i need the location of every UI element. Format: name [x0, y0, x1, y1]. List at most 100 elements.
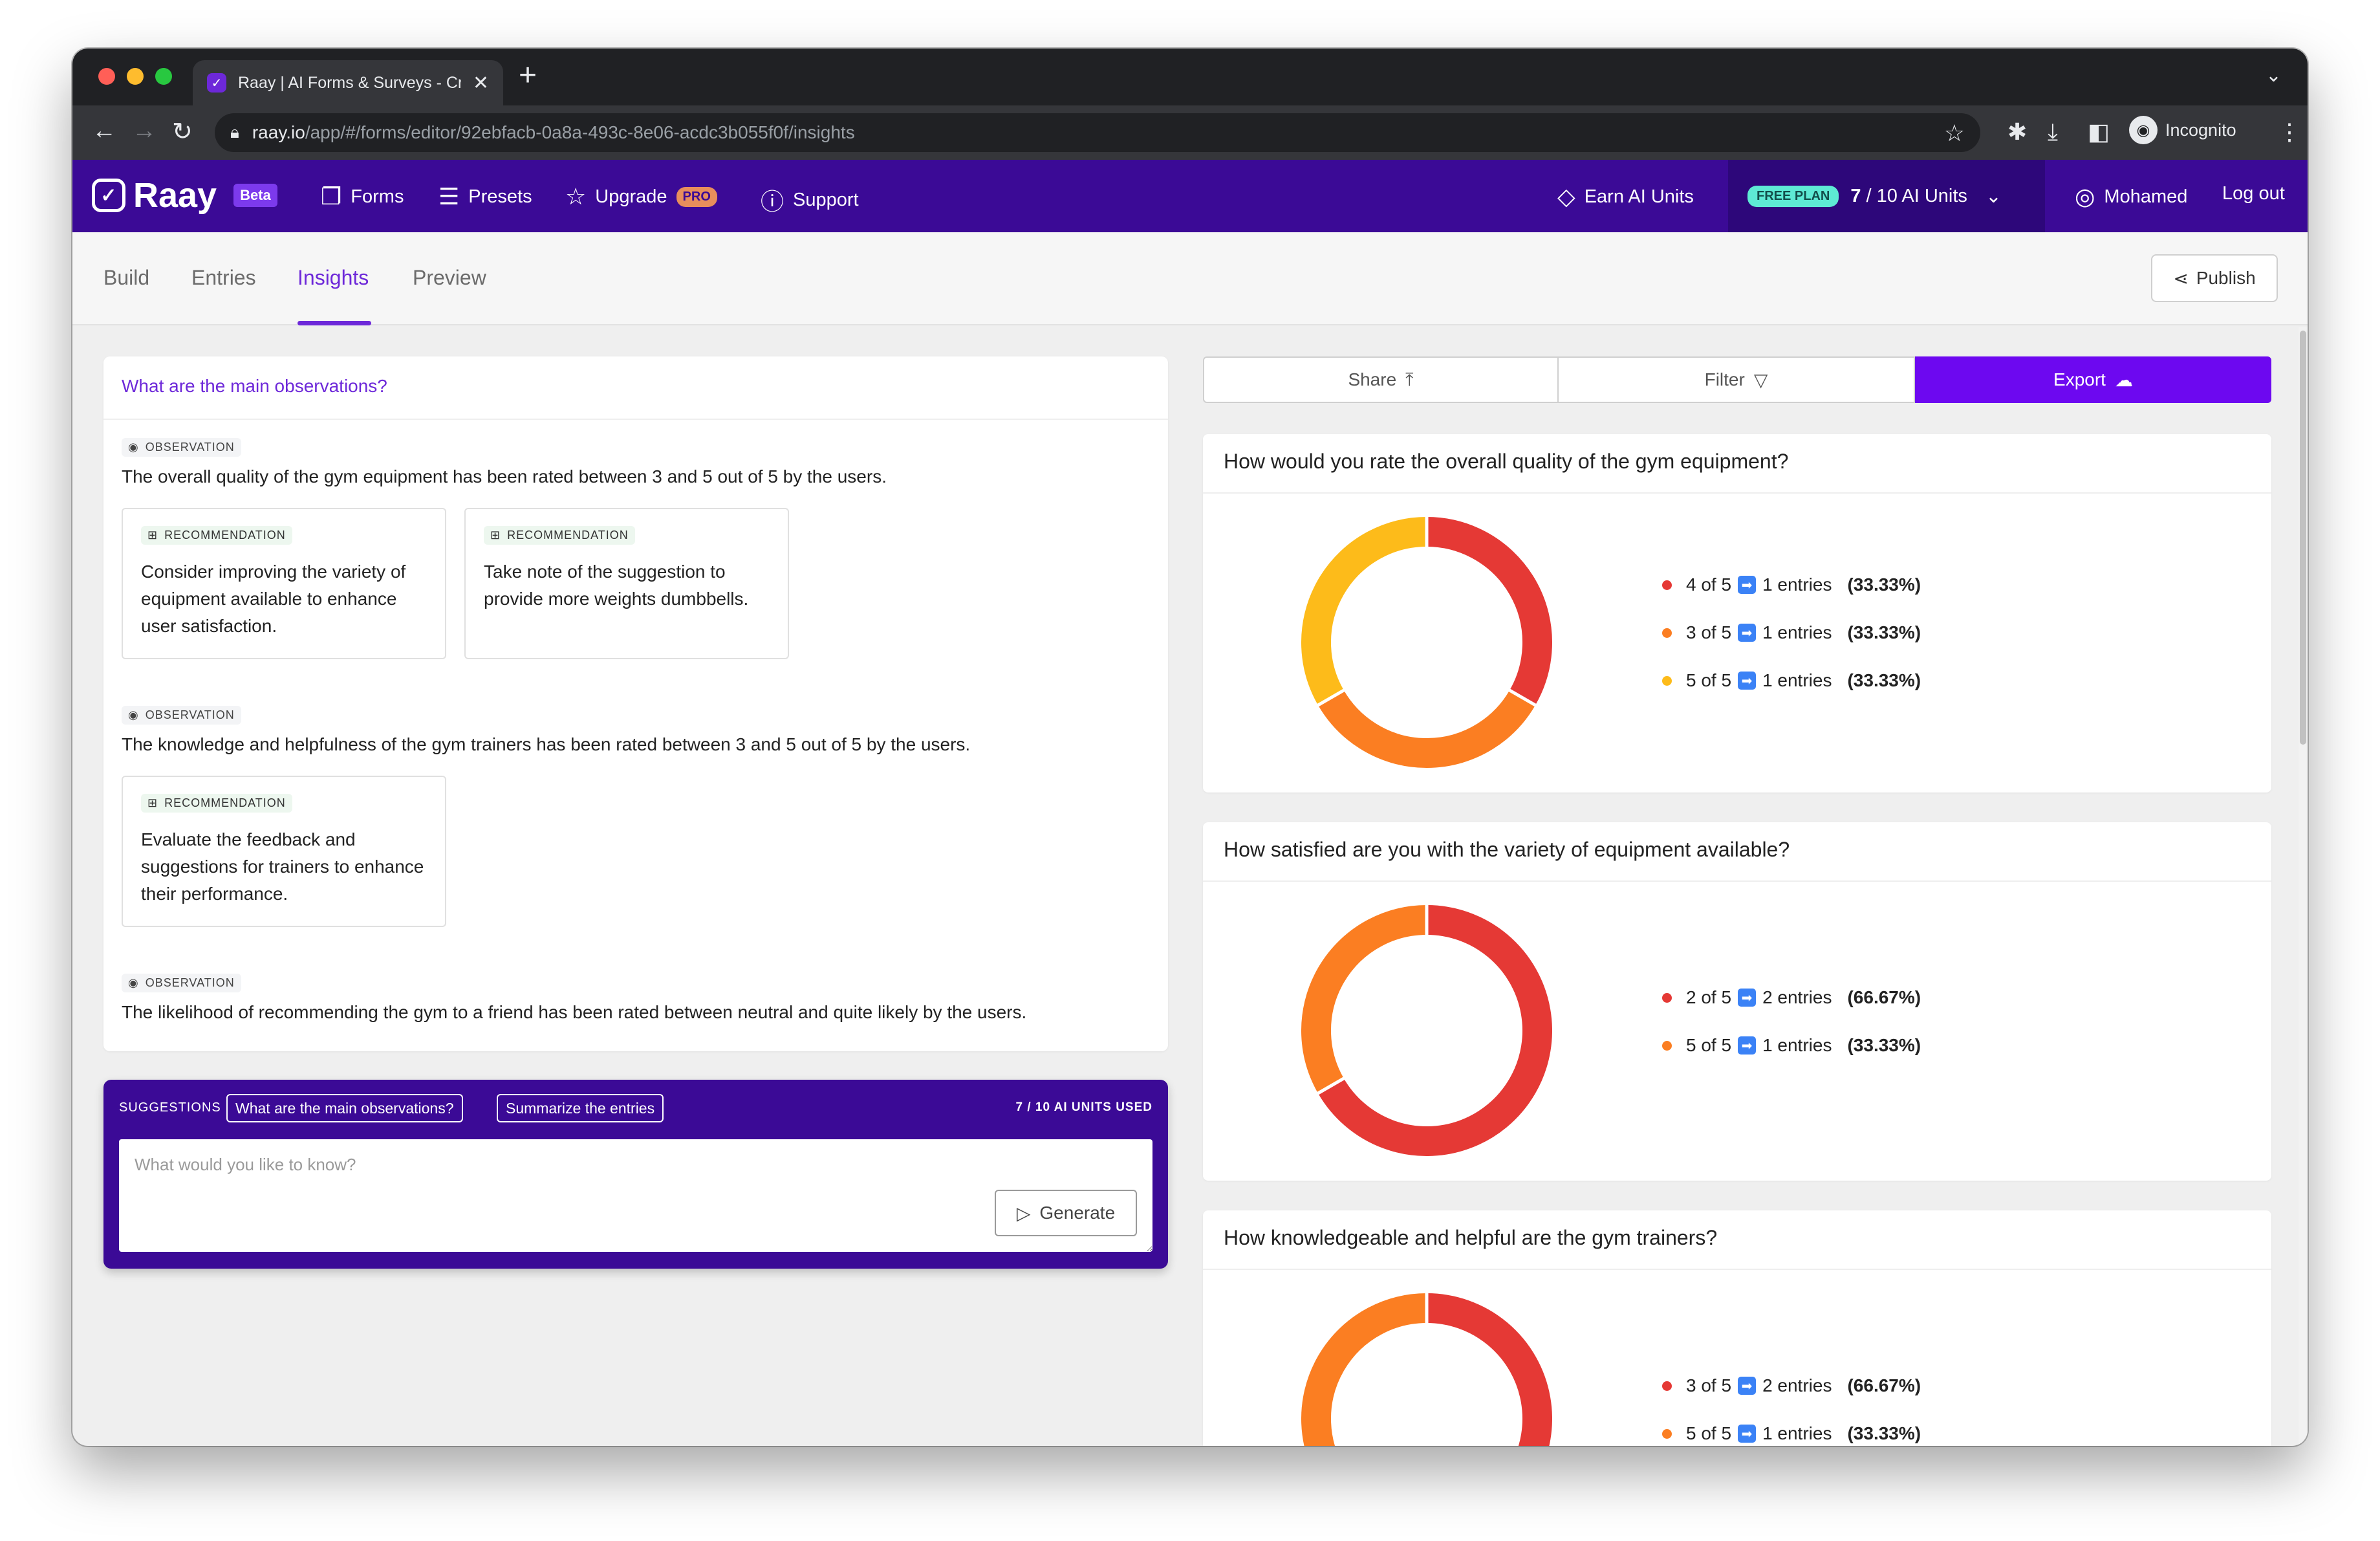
upload-icon: ⤒: [1405, 369, 1414, 389]
legend-label: 5 of 5: [1686, 1423, 1732, 1443]
tab-build[interactable]: Build: [103, 266, 150, 289]
back-icon[interactable]: ←: [92, 117, 116, 144]
publish-button[interactable]: ⋖ Publish: [2151, 254, 2278, 302]
legend-entries: 1 entries: [1762, 1423, 1832, 1443]
tab-close-icon[interactable]: ✕: [472, 72, 489, 94]
url-text: raay.io/app/#/forms/editor/92ebfacb-0a8a…: [252, 122, 855, 142]
nav-support-label: Support: [793, 189, 859, 210]
user-name: Mohamed: [2104, 186, 2188, 207]
donut-slice[interactable]: [1301, 905, 1427, 1093]
slice-separator: [1508, 688, 1537, 708]
observation-tag: ◉ OBSERVATION: [122, 706, 241, 725]
recommendation-card: ⊞ RECOMMENDATION Take note of the suggest…: [464, 508, 789, 659]
nav-forms[interactable]: ❐ Forms: [321, 183, 404, 210]
chevron-down-icon: ⌄: [1985, 185, 2002, 207]
recommendation-text: Consider improving the variety of equipm…: [141, 562, 406, 636]
right-arrow-icon: ➡: [1738, 1036, 1757, 1055]
reload-icon[interactable]: ↻: [172, 118, 193, 146]
nav-upgrade[interactable]: ☆ Upgrade PRO: [565, 183, 717, 210]
new-tab-icon[interactable]: +: [519, 58, 537, 93]
legend-entries: 1 entries: [1762, 1035, 1832, 1055]
legend-label: 3 of 5: [1686, 1375, 1732, 1395]
chart-question: How knowledgeable and helpful are the gy…: [1224, 1226, 1718, 1249]
forms-icon: ❐: [321, 183, 342, 210]
presets-icon: ☰: [438, 183, 460, 210]
tab-insights[interactable]: Insights: [298, 266, 369, 289]
share-button[interactable]: Share ⤒: [1203, 356, 1559, 403]
right-arrow-icon: ➡: [1738, 1377, 1757, 1395]
legend-item: 3 of 5 ➡ 2 entries (66.67%): [1662, 1362, 1921, 1410]
ai-units-counter: 7 / 10 AI Units: [1850, 185, 1967, 206]
nav-support[interactable]: ⓘ Support: [761, 183, 859, 217]
eye-icon: ◉: [128, 976, 139, 989]
legend-dot: [1662, 675, 1672, 686]
browser-menu-icon[interactable]: ⋮: [2278, 118, 2301, 145]
nav-presets[interactable]: ☰ Presets: [438, 183, 532, 210]
app-header: ✓ Raay Beta ❐ Forms ☰ Presets ☆ Upgrade …: [72, 160, 2308, 232]
donut-chart: [1301, 517, 1552, 768]
suggestion-chip[interactable]: What are the main observations?: [226, 1094, 463, 1122]
legend-entries: 2 entries: [1762, 987, 1832, 1007]
filter-label: Filter: [1704, 369, 1745, 389]
tab-preview[interactable]: Preview: [413, 266, 486, 289]
chart-card: How satisfied are you with the variety o…: [1203, 822, 2271, 1181]
address-bar[interactable]: 🔒︎ raay.io/app/#/forms/editor/92ebfacb-0…: [215, 113, 1980, 152]
download-icon[interactable]: ⤓: [2048, 118, 2058, 145]
export-label: Export: [2053, 369, 2106, 389]
export-button[interactable]: Export ☁: [1915, 356, 2271, 403]
extensions-icon[interactable]: ✱: [2007, 118, 2028, 145]
donut-slice[interactable]: [1426, 517, 1552, 705]
legend-item: 4 of 5 ➡ 1 entries (33.33%): [1662, 561, 1921, 609]
donut-slice[interactable]: [1331, 1293, 1552, 1446]
incognito-icon: ◉: [2129, 116, 2158, 144]
active-tab-indicator: [298, 321, 371, 325]
chart-card: How would you rate the overall quality o…: [1203, 434, 2271, 792]
donut-slice[interactable]: [1301, 1293, 1427, 1446]
generate-button[interactable]: ▷ Generate: [995, 1190, 1137, 1236]
minimize-window-button[interactable]: [127, 68, 144, 85]
user-menu[interactable]: ◎ Mohamed: [2075, 183, 2187, 210]
ask-input[interactable]: [119, 1139, 1152, 1252]
observation-tag: ◉ OBSERVATION: [122, 438, 241, 457]
eye-icon: ◉: [128, 441, 139, 454]
star-icon: ☆: [565, 183, 587, 210]
tab-search-chevron-icon[interactable]: ⌄: [2265, 65, 2282, 86]
raay-logo[interactable]: ✓ Raay Beta: [92, 175, 277, 215]
tab-entries[interactable]: Entries: [191, 266, 256, 289]
filter-button[interactable]: Filter ▽: [1559, 356, 1915, 403]
forward-icon[interactable]: →: [132, 117, 157, 144]
plan-dropdown[interactable]: FREE PLAN 7 / 10 AI Units ⌄: [1728, 160, 2045, 232]
help-icon: ⓘ: [761, 188, 784, 215]
chart-card: How knowledgeable and helpful are the gy…: [1203, 1210, 2271, 1446]
observations-card: What are the main observations? ◉ OBSERV…: [103, 356, 1168, 1051]
suggestion-chip[interactable]: Summarize the entries: [497, 1094, 664, 1122]
page-scrollbar-thumb[interactable]: [2300, 331, 2306, 745]
legend-dot: [1662, 628, 1672, 638]
legend-entries: 2 entries: [1762, 1375, 1832, 1395]
chart-question: How satisfied are you with the variety o…: [1224, 838, 1790, 861]
legend-entries: 1 entries: [1762, 670, 1832, 690]
donut-slice[interactable]: [1318, 690, 1535, 768]
generate-label: Generate: [1039, 1203, 1116, 1223]
lock-icon: 🔒︎: [230, 122, 239, 142]
chart-question: How would you rate the overall quality o…: [1224, 450, 1789, 473]
right-arrow-icon: ➡: [1738, 624, 1757, 642]
incognito-indicator[interactable]: ◉ Incognito: [2129, 116, 2236, 144]
bookmark-star-icon[interactable]: ☆: [1943, 120, 1965, 146]
slice-separator: [1316, 688, 1346, 708]
plus-square-icon: ⊞: [490, 529, 501, 541]
maximize-window-button[interactable]: [155, 68, 172, 85]
right-arrow-icon: ➡: [1738, 576, 1757, 594]
recommendation-card: ⊞ RECOMMENDATION Consider improving the v…: [122, 508, 446, 659]
close-window-button[interactable]: [98, 68, 115, 85]
legend-dot: [1662, 992, 1672, 1003]
right-arrow-icon: ➡: [1738, 989, 1757, 1007]
donut-slice[interactable]: [1301, 517, 1427, 705]
logout-link[interactable]: Log out: [2222, 183, 2285, 204]
donut-slice[interactable]: [1317, 905, 1552, 1156]
legend-percent: (66.67%): [1847, 987, 1921, 1007]
recommendation-tag: ⊞ RECOMMENDATION: [484, 526, 635, 545]
browser-tab[interactable]: ✓ Raay | AI Forms & Surveys - Cr ✕: [193, 60, 503, 105]
side-panel-icon[interactable]: ◧: [2088, 118, 2110, 145]
earn-ai-units-link[interactable]: ◇ Earn AI Units: [1557, 183, 1694, 210]
